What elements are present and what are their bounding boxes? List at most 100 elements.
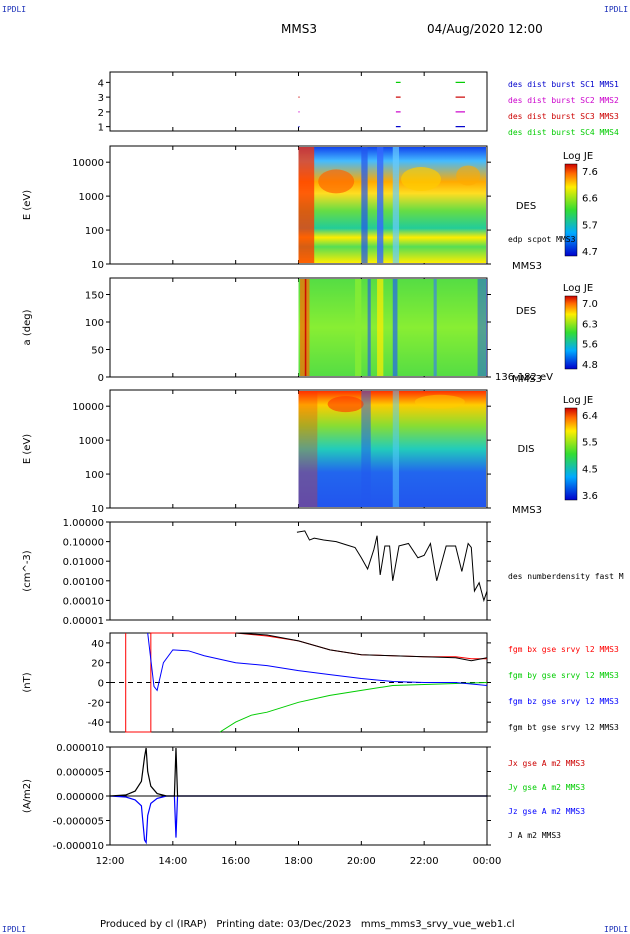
spectrogram-stripe [392, 147, 400, 263]
panel-frame-1 [109, 71, 488, 132]
spectrogram-stripe [477, 279, 487, 376]
colorbar-tick-label: 6.6 [582, 194, 598, 205]
y-tick-label: 10000 [72, 158, 104, 169]
x-tick-label: 14:00 [158, 856, 187, 867]
spectrogram-blob [414, 394, 465, 409]
y-tick-label: 40 [91, 639, 104, 650]
x-tick-label: 22:00 [410, 856, 439, 867]
legend-availability: des dist burst SC3 MMS3 [508, 112, 619, 121]
legend-b-1: fgm by gse srvy l2 MMS3 [508, 671, 619, 680]
colorbar-tick-label: 7.6 [582, 167, 598, 178]
spectrogram-stripe [433, 279, 437, 376]
y-tick-label: 0.000000 [56, 792, 104, 803]
corner-mark-bottom-left: IPDLI [2, 925, 27, 934]
energy-range-label: 136-182 eV [495, 372, 553, 383]
colorbar-tick-label: 5.5 [582, 438, 598, 449]
y-tick-label: 0.01000 [63, 557, 104, 568]
legend-j-3: J A m2 MMS3 [508, 831, 561, 840]
y-tick-label: 100 [85, 470, 104, 481]
legend-b-3: fgm bt gse srvy l2 MMS3 [508, 723, 619, 732]
instrument-label: DIS [518, 444, 535, 455]
x-tick-label: 16:00 [221, 856, 250, 867]
legend-availability: des dist burst SC2 MMS2 [508, 96, 619, 105]
spectrogram-stripe [392, 391, 400, 507]
series-line-density [296, 530, 488, 603]
series-line-b-3 [235, 632, 488, 662]
y-tick-label: 1000 [79, 192, 104, 203]
spectrogram-blob [318, 169, 355, 194]
spectrogram-blob [456, 165, 481, 186]
spectrogram-stripe [377, 279, 384, 376]
colorbar-tick-label: 7.0 [582, 299, 598, 310]
y-tick-label: 1000 [79, 436, 104, 447]
colorbar-tick-label: 5.7 [582, 220, 598, 231]
y-tick-label: 0.000005 [56, 768, 104, 779]
series-line-b-2 [147, 632, 488, 692]
y-tick-label: 1.00000 [63, 518, 104, 529]
y-tick-label: 0 [98, 373, 104, 384]
legend-density: des numberdensity fast M [508, 572, 624, 581]
y-axis-label: E (eV) [22, 434, 33, 464]
panel-frame-5 [109, 521, 488, 621]
x-tick-label: 12:00 [96, 856, 125, 867]
y-tick-label: 2 [98, 108, 104, 119]
y-tick-label: -0.000005 [53, 817, 104, 828]
spectrogram-stripe [367, 279, 371, 376]
y-tick-label: 0.000010 [56, 743, 104, 754]
colorbar-tick-label: 6.3 [582, 319, 598, 330]
series-line-b-1 [219, 682, 488, 733]
colorbar-tick-label: 3.6 [582, 491, 598, 502]
instrument-label: DES [516, 306, 536, 317]
spectrogram-stripe [392, 279, 398, 376]
colorbar-tick-label: 6.4 [582, 411, 598, 422]
y-tick-label: 1 [98, 123, 104, 134]
y-axis-label: E (eV) [22, 190, 33, 220]
spectrogram-stripe [361, 391, 371, 507]
legend-j-1: Jy gse A m2 MMS3 [508, 783, 585, 792]
date-title: 04/Aug/2020 12:00 [427, 22, 543, 36]
spacecraft-label: MMS3 [512, 374, 542, 385]
instrument-label: DES [516, 201, 536, 212]
spacecraft-label: MMS3 [512, 505, 542, 516]
y-tick-label: 100 [85, 318, 104, 329]
colorbar-title: Log JE [563, 395, 593, 406]
spectrogram-dis-energy [298, 391, 486, 507]
overlay-label: edp scpot MMS3 [508, 235, 576, 244]
legend-b-0: fgm bx gse srvy l2 MMS3 [508, 645, 619, 654]
x-tick-label: 00:00 [473, 856, 502, 867]
legend-j-2: Jz gse A m2 MMS3 [508, 807, 585, 816]
colorbar [564, 295, 578, 370]
corner-mark-top-left: IPDLI [2, 5, 27, 14]
corner-mark-top-right: IPDLI [604, 5, 629, 14]
spectrogram-stripe [361, 147, 368, 263]
y-tick-label: 0.00010 [63, 596, 104, 607]
y-axis-label: (cm^-3) [22, 550, 33, 591]
spectrogram-des-pitch [298, 279, 486, 376]
footer-credit: Produced by cl (IRAP) Printing date: 03/… [100, 919, 515, 930]
series-line-j-3 [109, 747, 487, 797]
colorbar [564, 163, 578, 257]
y-tick-label: 0.00001 [63, 616, 104, 627]
y-axis-label: a (deg) [22, 309, 33, 345]
spectrogram-blob [327, 396, 364, 413]
y-tick-label: -0.000010 [53, 841, 104, 852]
series-line-j-2 [109, 795, 487, 845]
spacecraft-label: MMS3 [512, 261, 542, 272]
colorbar [564, 407, 578, 501]
y-tick-label: 0 [98, 679, 104, 690]
colorbar-title: Log JE [563, 283, 593, 294]
legend-availability: des dist burst SC4 MMS4 [508, 128, 619, 137]
spectrogram-stripe [377, 147, 384, 263]
x-tick-label: 20:00 [347, 856, 376, 867]
spectrogram-des-energy [298, 147, 486, 263]
spectrogram-stripe [355, 279, 362, 376]
y-tick-label: -40 [88, 718, 104, 729]
colorbar-tick-label: 5.6 [582, 340, 598, 351]
y-tick-label: 10 [91, 504, 104, 515]
y-tick-label: 20 [91, 659, 104, 670]
colorbar-title: Log JE [563, 151, 593, 162]
spectrogram-stripe [298, 391, 318, 507]
legend-availability: des dist burst SC1 MMS1 [508, 80, 619, 89]
y-tick-label: 100 [85, 226, 104, 237]
legend-b-2: fgm bz gse srvy l2 MMS3 [508, 697, 619, 706]
